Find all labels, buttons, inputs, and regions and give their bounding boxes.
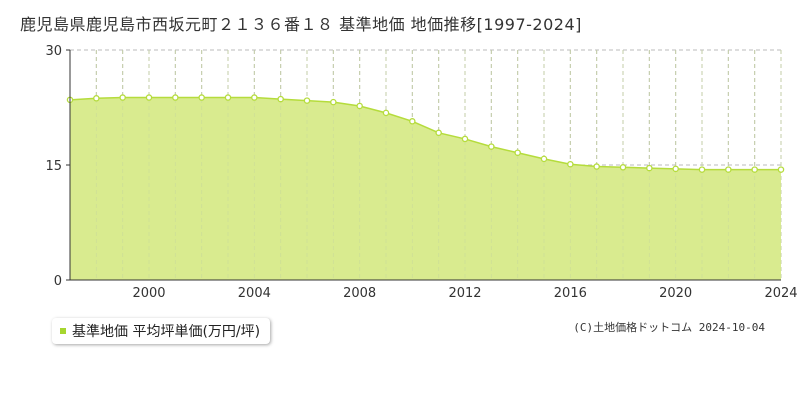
data-point [119,94,126,101]
page-title: 鹿児島県鹿児島市西坂元町２１３６番１８ 基準地価 地価推移[1997-2024] [20,15,582,34]
data-point [567,160,574,168]
data-point [277,95,284,103]
x-tick-label: 2012 [448,286,481,301]
x-tick-label: 2016 [554,286,587,301]
data-point [646,164,653,172]
data-point [382,109,390,117]
data-point [145,94,153,101]
data-point [303,97,311,104]
data-point [777,166,785,173]
legend-label: 基準地価 平均坪単価(万円/坪) [72,324,261,340]
data-point [409,118,416,125]
legend-marker [60,328,66,334]
data-point [461,135,469,143]
data-point [488,143,495,150]
y-tick-label: 15 [45,159,62,174]
chart-legend[interactable]: 基準地価 平均坪単価(万円/坪) [52,318,271,344]
y-tick-label: 30 [45,44,62,59]
data-point [751,166,758,173]
data-point [251,94,258,101]
data-point [330,98,337,106]
data-point [540,155,548,163]
data-point [698,166,706,173]
data-point [93,95,100,102]
x-tick-label: 2008 [343,286,376,301]
data-point [672,165,679,173]
data-point [198,94,205,101]
x-tick-label: 2000 [132,286,165,301]
copyright-text: (C)土地価格ドットコム 2024-10-04 [573,321,765,334]
x-tick-label: 2024 [764,286,797,301]
x-tick-label: 2004 [238,286,271,301]
data-point [593,163,600,170]
y-tick-label: 0 [54,274,62,289]
series-area [70,97,781,281]
data-point [725,166,732,173]
data-point [224,94,232,101]
data-point [356,102,363,110]
data-point [435,129,442,137]
data-point [514,149,521,156]
data-point [619,164,627,171]
data-point [172,94,179,101]
series-line [69,96,781,171]
x-tick-label: 2020 [659,286,692,301]
